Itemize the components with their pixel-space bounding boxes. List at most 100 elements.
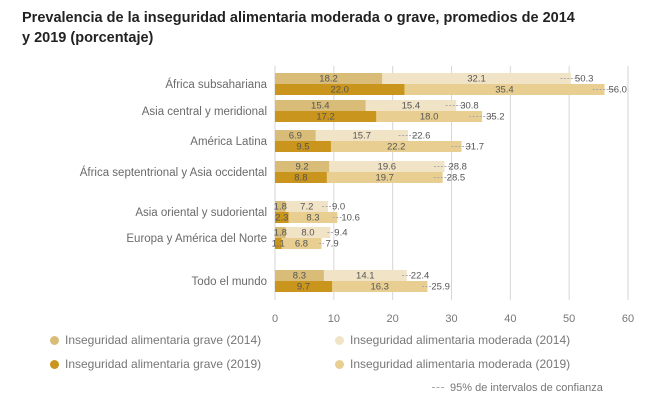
bar-moderate-2019-1: [275, 111, 483, 122]
bar-moderate-2019-5: [275, 238, 322, 249]
legend-item-severe-2019: Inseguridad alimentaria grave (2019): [50, 357, 261, 371]
label-total-2014-0: 50.3: [575, 74, 594, 85]
category-label-6: Todo el mundo: [192, 276, 267, 288]
bar-severe-2019-6: [275, 281, 333, 292]
category-label-2: América Latina: [190, 136, 267, 148]
label-moderate-2019-2: 22.2: [387, 142, 406, 153]
bar-severe-2014-6: [275, 270, 324, 281]
label-total-2014-5: 9.4: [334, 228, 347, 239]
label-total-2014-4: 9.0: [332, 202, 345, 213]
bar-severe-2014-5: [275, 227, 286, 238]
bar-severe-2019-4: [275, 212, 289, 223]
bar-severe-2019-5: [275, 238, 282, 249]
bar-severe-2019-0: [275, 84, 405, 95]
bar-moderate-2014-4: [275, 201, 328, 212]
legend-swatch-moderate-2014: [335, 336, 344, 345]
label-total-2019-3: 28.5: [447, 173, 466, 184]
bar-severe-2014-1: [275, 100, 366, 111]
label-moderate-2014-2: 15.7: [353, 131, 372, 142]
bar-moderate-2014-2: [275, 130, 408, 141]
x-tick-label-20: 20: [387, 313, 399, 325]
label-total-2014-6: 22.4: [411, 271, 430, 282]
label-moderate-2014-3: 19.6: [378, 162, 397, 173]
label-severe-2019-1: 17.2: [316, 112, 335, 123]
label-severe-2019-4: 2.3: [275, 213, 288, 224]
legend-swatch-moderate-2019: [335, 360, 344, 369]
label-severe-2014-0: 18.2: [319, 74, 338, 85]
label-severe-2019-6: 9.7: [297, 282, 310, 293]
category-label-3: África septentrional y Asia occidental: [80, 166, 267, 179]
legend-swatch-severe-2019: [50, 360, 59, 369]
label-total-2019-2: 31.7: [466, 142, 485, 153]
x-tick-label-10: 10: [328, 313, 340, 325]
label-moderate-2019-3: 19.7: [375, 173, 394, 184]
label-moderate-2019-5: 6.8: [295, 239, 308, 250]
x-tick-label-0: 0: [272, 313, 278, 325]
category-label-4: Asia oriental y sudoriental: [135, 207, 267, 219]
legend-label-ci: 95% de intervalos de confianza: [450, 382, 603, 394]
chart-title-line-1: Prevalencia de la inseguridad alimentari…: [22, 10, 575, 26]
legend-swatch-ci: [432, 387, 444, 388]
label-severe-2014-1: 15.4: [311, 101, 330, 112]
legend-label-severe-2019: Inseguridad alimentaria grave (2019): [65, 357, 262, 371]
legend-label-moderate-2014: Inseguridad alimentaria moderada (2014): [350, 333, 571, 347]
label-severe-2014-2: 6.9: [289, 131, 302, 142]
label-severe-2014-3: 9.2: [295, 162, 308, 173]
label-severe-2019-0: 22.0: [330, 85, 349, 96]
legend-item-severe-2014: Inseguridad alimentaria grave (2014): [50, 333, 261, 347]
x-tick-label-40: 40: [504, 313, 516, 325]
bar-severe-2014-0: [275, 73, 383, 84]
label-moderate-2019-6: 16.3: [370, 282, 389, 293]
bar-moderate-2019-4: [275, 212, 338, 223]
legend-label-severe-2014: Inseguridad alimentaria grave (2014): [65, 333, 262, 347]
label-moderate-2019-1: 18.0: [420, 112, 439, 123]
x-tick-label-30: 30: [445, 313, 457, 325]
label-severe-2014-5: 1.8: [274, 228, 287, 239]
bar-moderate-2014-0: [275, 73, 571, 84]
label-moderate-2019-4: 8.3: [306, 213, 319, 224]
label-total-2019-6: 25.9: [431, 282, 450, 293]
label-moderate-2019-0: 35.4: [495, 85, 514, 96]
bar-severe-2014-4: [275, 201, 286, 212]
bar-moderate-2014-6: [275, 270, 407, 281]
label-total-2014-3: 28.8: [448, 162, 467, 173]
category-label-1: Asia central y meridional: [142, 106, 267, 118]
bar-moderate-2019-6: [275, 281, 428, 292]
category-label-0: África subsahariana: [165, 78, 267, 91]
label-total-2019-0: 56.0: [608, 85, 627, 96]
label-severe-2019-5: 1.1: [272, 239, 285, 250]
bar-severe-2019-3: [275, 172, 327, 183]
label-total-2014-2: 22.6: [412, 131, 431, 142]
label-total-2019-4: 10.6: [341, 213, 360, 224]
bar-moderate-2014-5: [275, 227, 331, 238]
bar-moderate-2019-3: [275, 172, 443, 183]
label-severe-2019-2: 9.5: [296, 142, 309, 153]
label-moderate-2014-6: 14.1: [356, 271, 375, 282]
chart-title-line-2: y 2019 (porcentaje): [22, 30, 154, 46]
label-moderate-2014-5: 8.0: [301, 228, 314, 239]
bar-moderate-2019-0: [275, 84, 605, 95]
label-total-2019-1: 35.2: [486, 112, 505, 123]
x-tick-label-50: 50: [563, 313, 575, 325]
label-severe-2019-3: 8.8: [294, 173, 307, 184]
label-moderate-2014-0: 32.1: [467, 74, 486, 85]
label-severe-2014-4: 1.8: [274, 202, 287, 213]
legend-label-moderate-2019: Inseguridad alimentaria moderada (2019): [350, 357, 571, 371]
chart-legend: Inseguridad alimentaria grave (2014) Ins…: [50, 333, 645, 400]
x-tick-label-60: 60: [622, 313, 634, 325]
bar-moderate-2014-3: [275, 161, 445, 172]
bar-moderate-2019-2: [275, 141, 462, 152]
legend-swatch-severe-2014: [50, 336, 59, 345]
bar-severe-2014-3: [275, 161, 330, 172]
label-severe-2014-6: 8.3: [293, 271, 306, 282]
legend-item-confidence-interval: 95% de intervalos de confianza: [432, 382, 603, 394]
bar-severe-2019-1: [275, 111, 377, 122]
label-moderate-2014-4: 7.2: [300, 202, 313, 213]
label-total-2014-1: 30.8: [460, 101, 479, 112]
legend-item-moderate-2019: Inseguridad alimentaria moderada (2019): [335, 357, 570, 371]
bar-severe-2019-2: [275, 141, 331, 152]
bar-severe-2014-2: [275, 130, 316, 141]
category-label-5: Europa y América del Norte: [126, 233, 267, 245]
